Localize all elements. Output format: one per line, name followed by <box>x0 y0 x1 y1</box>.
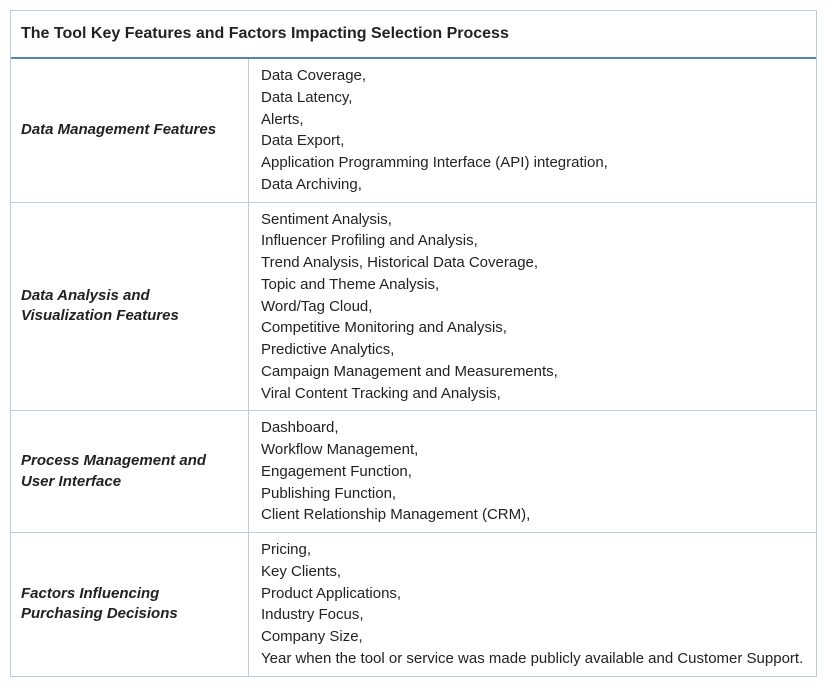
row-items: Data Coverage,Data Latency,Alerts,Data E… <box>249 59 816 202</box>
table-title: The Tool Key Features and Factors Impact… <box>11 11 816 59</box>
table-row: Factors Influencing Purchasing Decisions… <box>11 533 816 676</box>
table-row: Data Analysis and Visualization Features… <box>11 203 816 412</box>
features-table: The Tool Key Features and Factors Impact… <box>10 10 817 677</box>
row-label: Factors Influencing Purchasing Decisions <box>11 533 249 676</box>
table-row: Data Management Features Data Coverage,D… <box>11 59 816 203</box>
row-label: Data Analysis and Visualization Features <box>11 203 249 411</box>
row-items: Sentiment Analysis,Influencer Profiling … <box>249 203 816 411</box>
row-items: Pricing,Key Clients,Product Applications… <box>249 533 816 676</box>
row-label: Process Management and User Interface <box>11 411 249 532</box>
table-row: Process Management and User Interface Da… <box>11 411 816 533</box>
row-label: Data Management Features <box>11 59 249 202</box>
row-items: Dashboard,Workflow Management,Engagement… <box>249 411 816 532</box>
